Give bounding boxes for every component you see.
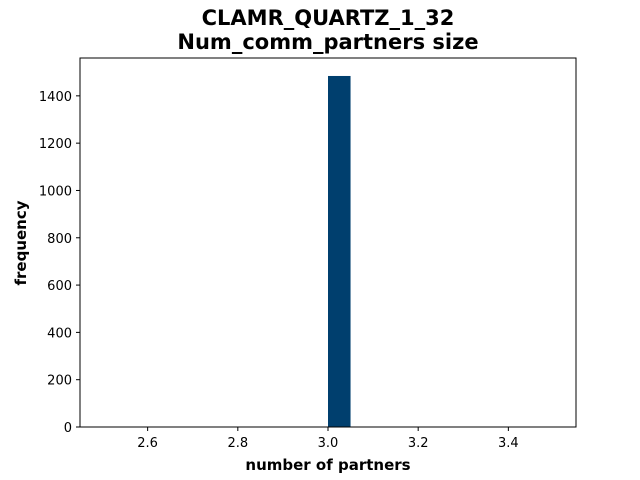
y-tick-label: 1200 (39, 137, 72, 152)
y-tick-label: 0 (64, 421, 72, 436)
x-tick-label: 2.6 (137, 436, 158, 451)
x-tick-label: 3.2 (408, 436, 429, 451)
y-tick-label: 600 (47, 279, 72, 294)
x-tick-label: 3.0 (318, 436, 339, 451)
y-tick-label: 1000 (39, 184, 72, 199)
y-tick-label: 200 (47, 374, 72, 389)
x-axis-label: number of partners (245, 456, 410, 474)
y-tick-label: 1400 (39, 90, 72, 105)
plot-frame (79, 57, 577, 428)
x-tick-label: 2.8 (227, 436, 248, 451)
x-axis-ticks: 2.6 2.8 3.0 3.2 3.4 (137, 427, 519, 451)
y-axis-ticks: 0 200 400 600 800 1000 1200 1400 (39, 90, 80, 436)
chart-title-line2: Num_comm_partners size (177, 30, 478, 54)
y-axis-label: frequency (12, 200, 30, 285)
chart-title-line1: CLAMR_QUARTZ_1_32 (202, 6, 455, 30)
x-tick-label: 3.4 (498, 436, 519, 451)
bar-0 (328, 75, 351, 427)
bars-group (328, 75, 351, 427)
y-tick-label: 400 (47, 326, 72, 341)
y-tick-label: 800 (47, 232, 72, 247)
